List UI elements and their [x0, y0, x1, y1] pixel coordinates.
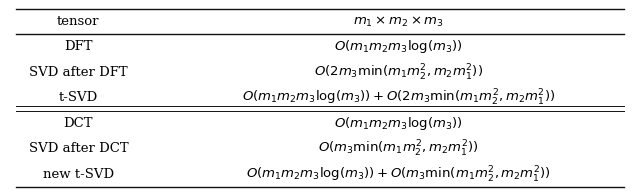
- Text: $O(m_1 m_2 m_3 \log(m_3)) + O(m_3 \min(m_1 m_2^2, m_2 m_1^2))$: $O(m_1 m_2 m_3 \log(m_3)) + O(m_3 \min(m…: [246, 164, 551, 184]
- Text: DFT: DFT: [64, 41, 93, 54]
- Text: $O(m_3 \min(m_1 m_2^2, m_2 m_1^2))$: $O(m_3 \min(m_1 m_2^2, m_2 m_1^2))$: [318, 139, 479, 159]
- Text: tensor: tensor: [57, 15, 100, 28]
- Text: $O(m_1 m_2 m_3 \log(m_3))$: $O(m_1 m_2 m_3 \log(m_3))$: [334, 115, 463, 132]
- Text: $O(m_1 m_2 m_3 \log(m_3))$: $O(m_1 m_2 m_3 \log(m_3))$: [334, 38, 463, 55]
- Text: $O(m_1 m_2 m_3 \log(m_3)) + O(2m_3 \min(m_1 m_2^2, m_2 m_1^2))$: $O(m_1 m_2 m_3 \log(m_3)) + O(2m_3 \min(…: [242, 88, 555, 108]
- Text: t-SVD: t-SVD: [59, 91, 98, 105]
- Text: DCT: DCT: [63, 117, 93, 130]
- Text: new t-SVD: new t-SVD: [43, 168, 114, 181]
- Text: $m_1 \times m_2 \times m_3$: $m_1 \times m_2 \times m_3$: [353, 14, 444, 29]
- Text: $O(2m_3 \min(m_1 m_2^2, m_2 m_1^2))$: $O(2m_3 \min(m_1 m_2^2, m_2 m_1^2))$: [314, 62, 483, 82]
- Text: SVD after DCT: SVD after DCT: [29, 142, 128, 155]
- Text: SVD after DFT: SVD after DFT: [29, 66, 128, 79]
